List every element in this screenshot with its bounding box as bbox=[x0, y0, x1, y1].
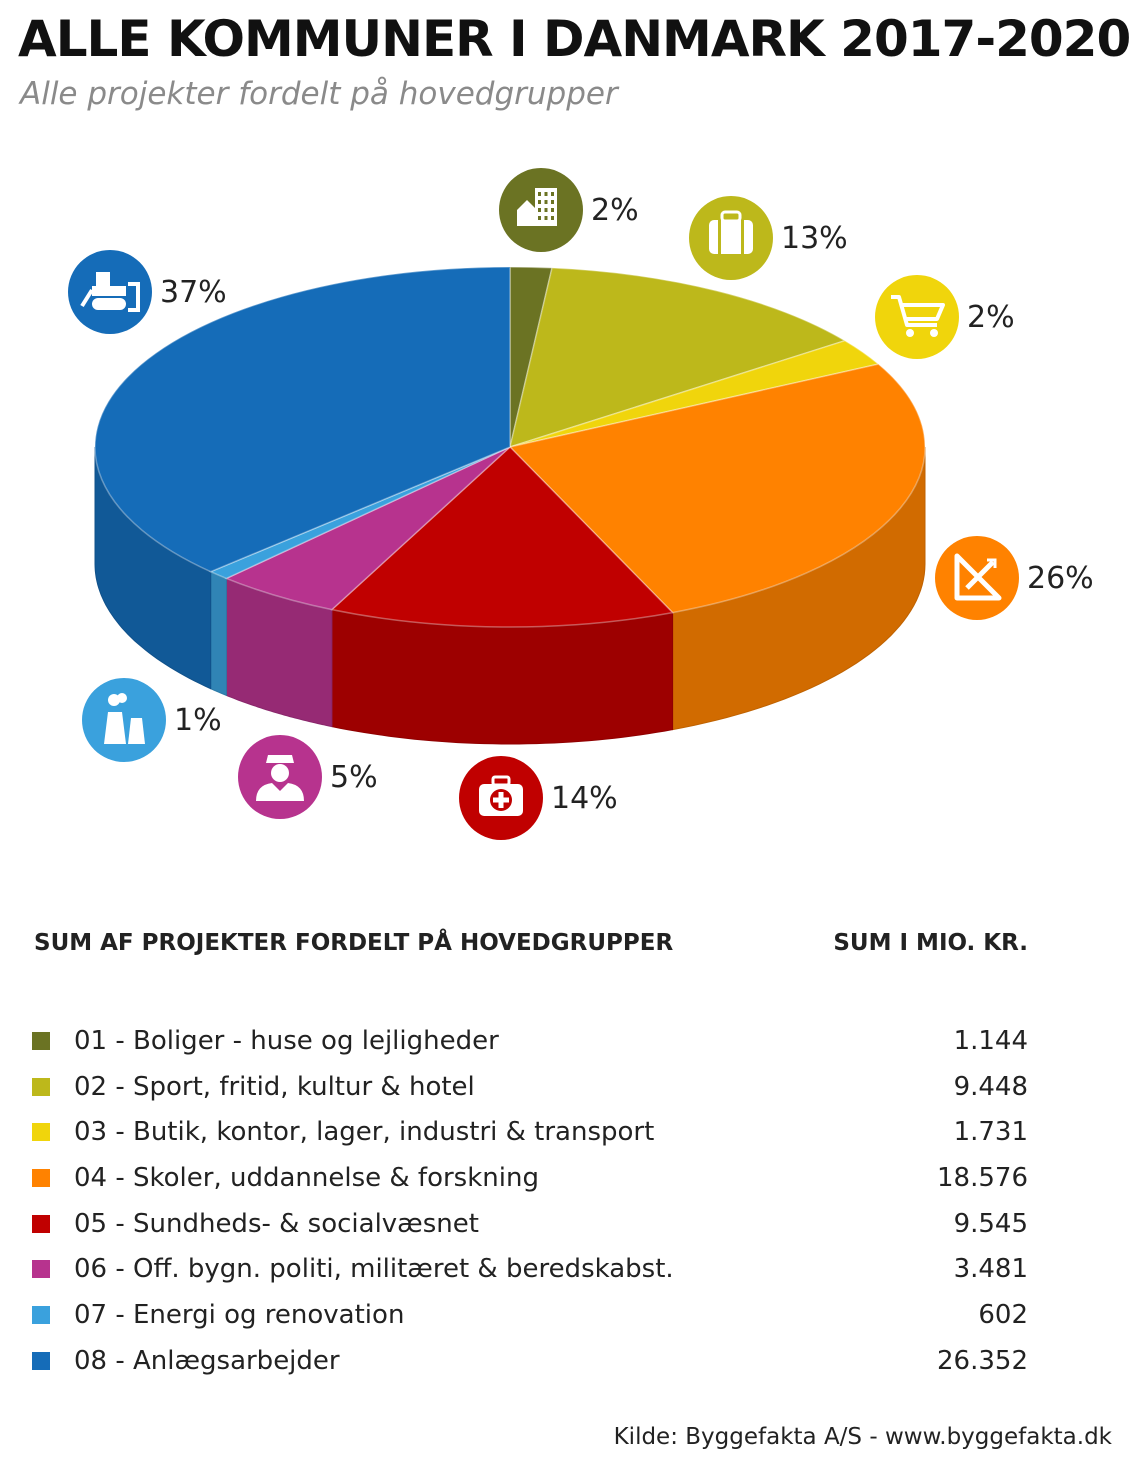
legend-swatch bbox=[32, 1214, 50, 1233]
category-value: 1.144 bbox=[953, 1025, 1028, 1056]
category-value: 602 bbox=[978, 1299, 1028, 1330]
legend-swatch bbox=[32, 1260, 50, 1279]
percent-label-7: 1% bbox=[174, 703, 222, 738]
pie-slice-5 bbox=[330, 445, 675, 628]
legend-swatch bbox=[32, 1077, 50, 1096]
category-value: 9.448 bbox=[953, 1071, 1028, 1102]
table-row: 03 - Butik, kontor, lager, industri & tr… bbox=[32, 1109, 1028, 1155]
category-label: 01 - Boliger - huse og lejligheder bbox=[74, 1025, 499, 1056]
table-row: 01 - Boliger - huse og lejligheder 1.144 bbox=[32, 1018, 1028, 1064]
first-aid-icon bbox=[479, 775, 523, 816]
pie-slice-4 bbox=[508, 363, 926, 614]
percent-label-8: 37% bbox=[160, 275, 227, 310]
table-header-categories: SUM AF PROJEKTER FORDELT PÅ HOVEDGRUPPER bbox=[34, 930, 674, 956]
table-row: 06 - Off. bygn. politi, militæret & bere… bbox=[32, 1246, 1028, 1292]
category-value: 18.576 bbox=[937, 1162, 1028, 1193]
officer-icon bbox=[256, 755, 304, 801]
building-icon bbox=[517, 188, 557, 226]
power-plant-icon bbox=[104, 693, 145, 744]
table-row: 04 - Skoler, uddannelse & forskning 18.57… bbox=[32, 1155, 1028, 1201]
category-value: 3.481 bbox=[953, 1254, 1028, 1285]
category-value: 9.545 bbox=[953, 1208, 1028, 1239]
legend-swatch bbox=[32, 1031, 50, 1050]
category-label: 05 - Sundheds- & socialvæsnet bbox=[74, 1208, 479, 1239]
percent-label-6: 5% bbox=[330, 760, 378, 795]
category-label: 07 - Energi og renovation bbox=[74, 1299, 405, 1330]
legend-swatch bbox=[32, 1351, 50, 1370]
source-note: Kilde: Byggefakta A/S - www.byggefakta.d… bbox=[613, 1424, 1112, 1450]
category-value: 1.731 bbox=[953, 1117, 1028, 1148]
table-row: 08 - Anlægsarbejder 26.352 bbox=[32, 1338, 1028, 1384]
pie-slice-1 bbox=[509, 266, 553, 448]
luggage-icon bbox=[709, 210, 753, 254]
bulldozer-icon bbox=[80, 272, 140, 312]
legend-table: 01 - Boliger - huse og lejligheder 1.144 0… bbox=[32, 1018, 1028, 1384]
table-row: 07 - Energi og renovation 602 bbox=[32, 1292, 1028, 1338]
legend-swatch bbox=[32, 1123, 50, 1142]
percent-label-3: 2% bbox=[967, 300, 1015, 335]
percent-label-5: 14% bbox=[551, 781, 618, 816]
legend-swatch bbox=[32, 1305, 50, 1324]
table-row: 05 - Sundheds- & socialvæsnet 9.545 bbox=[32, 1201, 1028, 1247]
cart-icon bbox=[891, 295, 945, 337]
table-row: 02 - Sport, fritid, kultur & hotel 9.448 bbox=[32, 1064, 1028, 1110]
percent-label-2: 13% bbox=[781, 221, 848, 256]
category-value: 26.352 bbox=[937, 1345, 1028, 1376]
percent-label-1: 2% bbox=[591, 193, 639, 228]
pie-side-5 bbox=[331, 608, 674, 745]
percent-label-4: 26% bbox=[1027, 561, 1094, 596]
category-label: 06 - Off. bygn. politi, militæret & bere… bbox=[74, 1254, 674, 1285]
pie-side-7 bbox=[210, 570, 227, 697]
ruler-triangle-icon bbox=[954, 553, 1002, 601]
pie-slice-7 bbox=[208, 446, 511, 580]
pie-chart: 2% 13% 2% 26% 14% 5% 1% 37% bbox=[68, 168, 1094, 840]
legend-swatch bbox=[32, 1168, 50, 1187]
pie-slice-8 bbox=[94, 266, 511, 573]
table-header-sums: SUM I MIO. KR. bbox=[833, 930, 1028, 956]
chart-subtitle: Alle projekter fordelt på hovedgrupper bbox=[20, 76, 618, 112]
category-label: 02 - Sport, fritid, kultur & hotel bbox=[74, 1071, 475, 1102]
category-label: 03 - Butik, kontor, lager, industri & tr… bbox=[74, 1117, 655, 1148]
pie-slice-6 bbox=[224, 446, 511, 611]
icon-bubble-7 bbox=[82, 678, 166, 762]
pie-slice-3 bbox=[509, 339, 881, 448]
chart-title: ALLE KOMMUNER I DANMARK 2017-2020 bbox=[18, 10, 1131, 68]
pie-slice-2 bbox=[508, 267, 847, 449]
category-label: 04 - Skoler, uddannelse & forskning bbox=[74, 1162, 539, 1193]
category-label: 08 - Anlægsarbejder bbox=[74, 1345, 340, 1376]
